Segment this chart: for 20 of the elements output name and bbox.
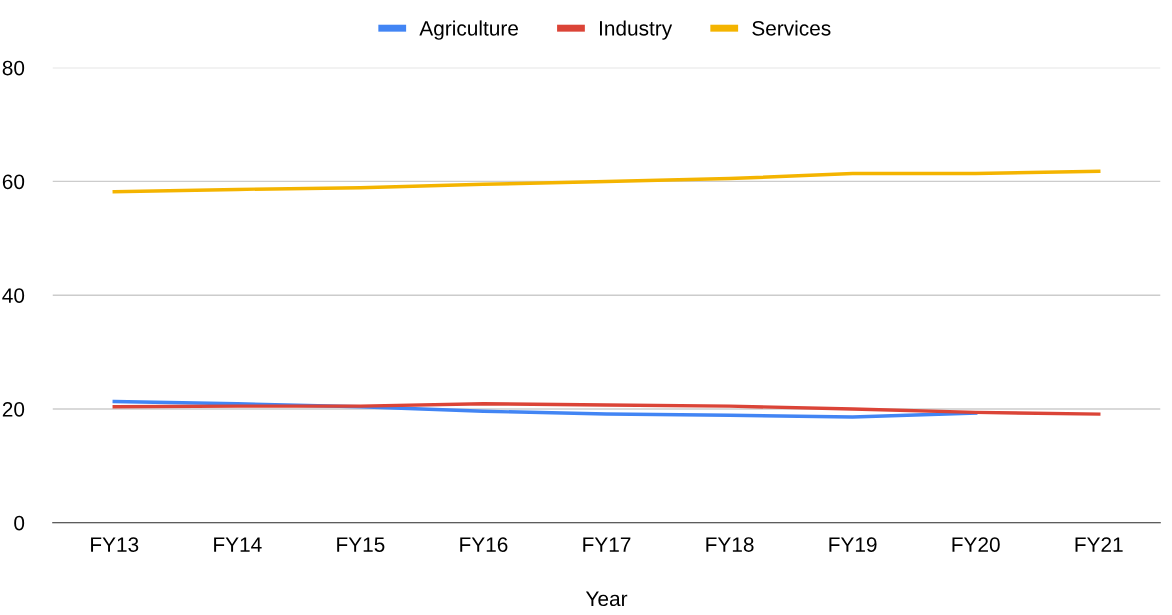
y-tick-label: 60 — [2, 174, 25, 190]
x-axis-title: Year — [585, 591, 628, 607]
x-tick-label: FY17 — [583, 537, 631, 552]
line-series — [112, 169, 1101, 194]
x-tick-label: FY18 — [706, 537, 754, 552]
x-tick-label: FY21 — [1075, 537, 1123, 552]
x-tick-label: FY16 — [460, 537, 508, 552]
y-tick-label: 20 — [2, 401, 25, 417]
line-series — [112, 402, 1101, 416]
y-tick-label: 0 — [14, 515, 25, 531]
legend-label: Industry — [599, 20, 673, 40]
y-tick-label: 80 — [2, 60, 25, 76]
x-tick-label: FY19 — [829, 537, 877, 552]
x-tick-label: FY20 — [952, 537, 1000, 552]
x-tick-label: FY14 — [214, 537, 262, 552]
legend-label: Agriculture — [419, 20, 518, 40]
legend-label: Services — [752, 20, 831, 36]
x-tick-label: FY15 — [337, 537, 385, 552]
x-tick-label: FY13 — [91, 537, 139, 552]
y-tick-label: 40 — [2, 288, 25, 303]
